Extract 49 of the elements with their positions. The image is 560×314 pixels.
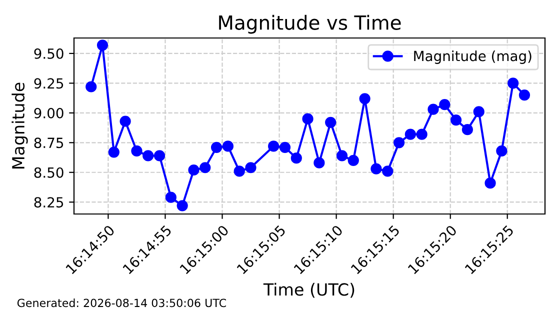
point bbox=[325, 116, 336, 128]
point bbox=[96, 40, 108, 51]
point bbox=[210, 142, 222, 153]
chart-title: Magnitude vs Time bbox=[219, 14, 401, 34]
point bbox=[245, 162, 256, 174]
point bbox=[359, 93, 370, 104]
point bbox=[131, 145, 142, 157]
y-tick-label: 8.25 bbox=[34, 197, 64, 208]
legend-label: Magnitude (mag) bbox=[414, 50, 532, 64]
point bbox=[484, 178, 496, 189]
point bbox=[450, 114, 462, 126]
point bbox=[348, 154, 359, 166]
y-tick-label: 8.75 bbox=[34, 138, 64, 148]
point bbox=[86, 81, 97, 92]
point bbox=[120, 116, 131, 127]
point bbox=[279, 142, 291, 153]
x-axis-title: Time (UTC) bbox=[263, 282, 354, 298]
point bbox=[154, 150, 166, 162]
y-tick-label: 9.50 bbox=[34, 48, 64, 59]
point bbox=[314, 157, 325, 168]
point bbox=[108, 146, 120, 158]
point bbox=[416, 128, 428, 140]
point bbox=[302, 113, 314, 124]
y-axis-title: Magnitude bbox=[12, 82, 28, 169]
point bbox=[518, 90, 530, 101]
text: Generated: 2026-08-14 03:50:06 UTC bbox=[17, 298, 226, 308]
point bbox=[290, 152, 302, 164]
point bbox=[165, 192, 176, 203]
y-tick-label: 9.00 bbox=[34, 108, 64, 118]
y-tick-label: 8.50 bbox=[34, 167, 64, 178]
point bbox=[473, 106, 484, 118]
y-tick-label: 9.25 bbox=[34, 78, 64, 89]
point bbox=[382, 166, 394, 177]
point bbox=[428, 104, 439, 115]
point bbox=[336, 150, 348, 162]
point bbox=[268, 140, 280, 152]
point bbox=[508, 78, 519, 89]
point bbox=[176, 200, 188, 212]
point bbox=[188, 164, 200, 176]
point bbox=[404, 128, 416, 140]
point bbox=[462, 124, 473, 136]
point bbox=[234, 166, 245, 177]
point bbox=[370, 163, 382, 174]
point bbox=[496, 145, 508, 157]
point bbox=[439, 99, 450, 110]
point bbox=[393, 137, 405, 148]
point bbox=[222, 140, 234, 152]
point bbox=[200, 162, 211, 174]
point bbox=[142, 150, 154, 162]
